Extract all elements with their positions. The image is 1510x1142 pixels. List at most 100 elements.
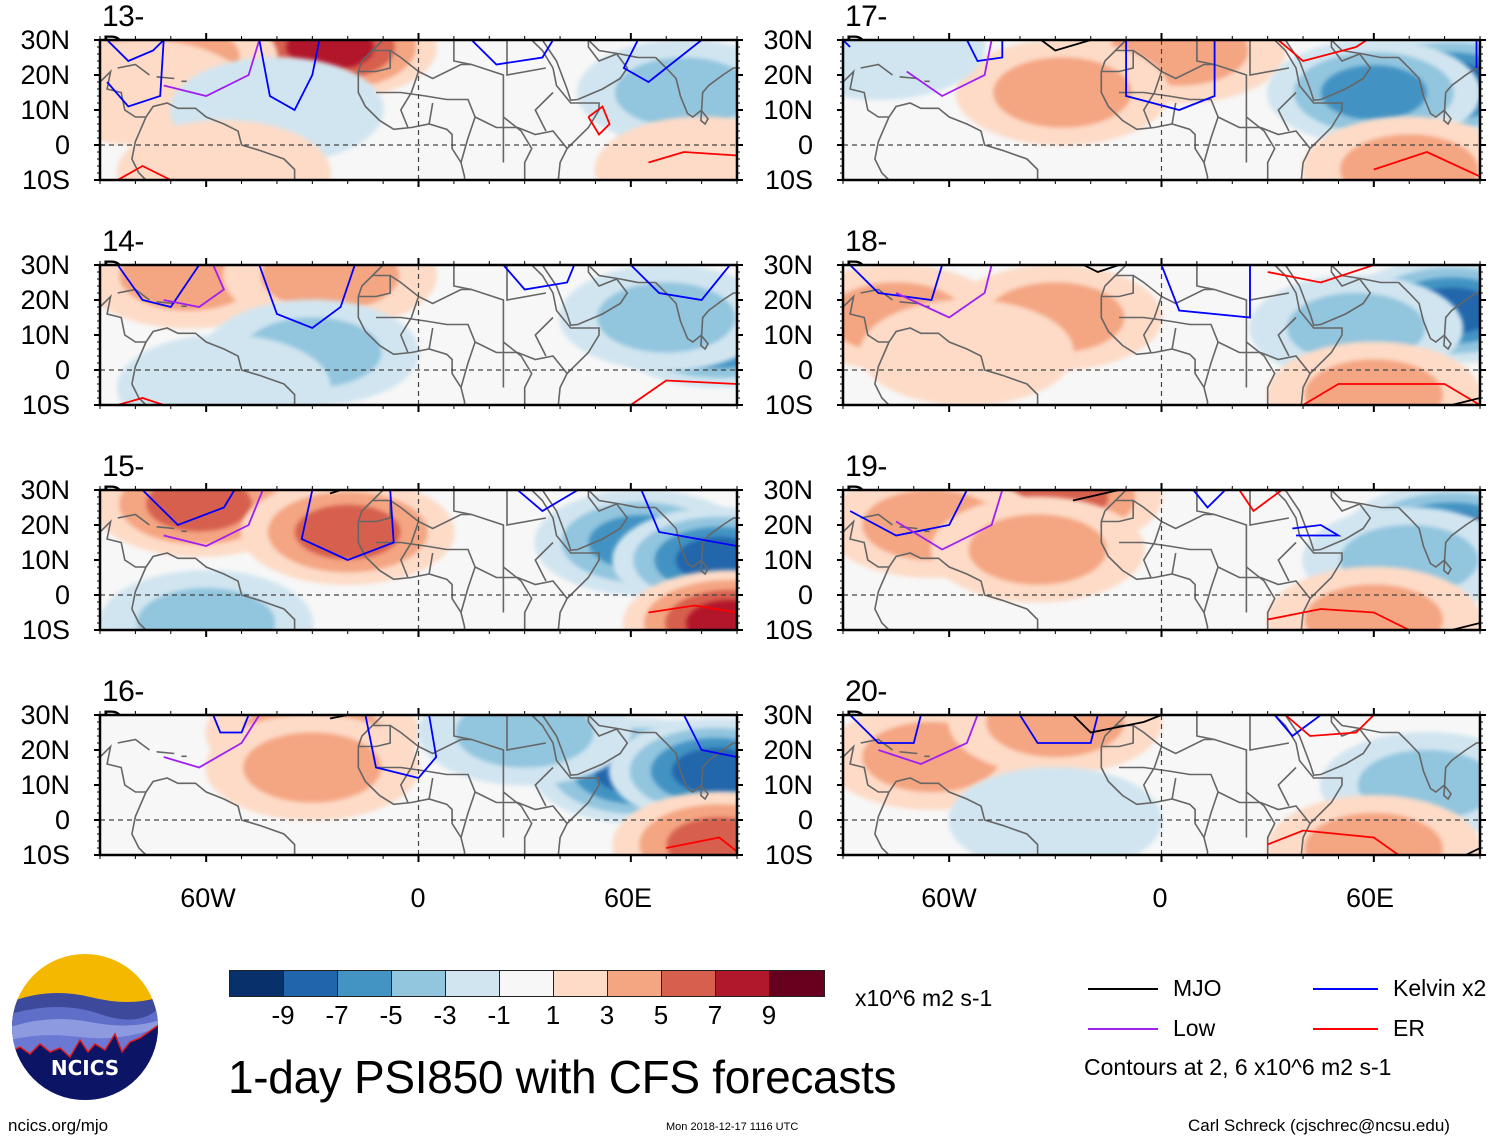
lat-label: 30N xyxy=(20,475,70,505)
contour-low xyxy=(163,490,264,547)
colorbar-tick-label: -9 xyxy=(271,1000,295,1030)
contour-er xyxy=(648,604,737,614)
contour-kelvin xyxy=(630,265,731,301)
anomaly-region xyxy=(1304,813,1443,855)
coastline xyxy=(1330,715,1399,734)
coastline xyxy=(100,69,146,118)
site-url[interactable]: ncics.org/mjo xyxy=(8,1116,109,1135)
coastline xyxy=(700,335,709,351)
coastline xyxy=(358,499,392,523)
coastline xyxy=(1330,490,1399,509)
contours-note: Contours at 2, 6 x10^6 m2 s-1 xyxy=(1084,1054,1392,1080)
lon-label-60e-left: 60E xyxy=(603,883,653,913)
coastline xyxy=(1335,637,1339,648)
contour-er xyxy=(630,379,737,405)
coastline xyxy=(860,513,893,526)
coastline xyxy=(592,412,596,423)
coastline xyxy=(1196,715,1215,741)
lat-label: 20N xyxy=(20,60,70,90)
lat-label: 30N xyxy=(763,250,813,280)
colorbar-swatch xyxy=(500,971,554,996)
legend-kelvin: Kelvin x2 xyxy=(1313,975,1486,1002)
coastline xyxy=(1100,40,1127,72)
lat-label: 0 xyxy=(54,805,70,835)
colorbar-units: x10^6 m2 s-1 xyxy=(855,985,993,1011)
coastline xyxy=(357,265,384,297)
coastline xyxy=(860,288,893,301)
anomaly-region xyxy=(137,588,276,630)
anomaly-region xyxy=(594,116,737,180)
coastline xyxy=(1277,316,1297,357)
contour-low xyxy=(895,265,993,319)
anomaly-region xyxy=(116,334,331,405)
coastline xyxy=(399,746,420,803)
coastline xyxy=(1196,40,1215,66)
lat-label: 10S xyxy=(764,615,813,645)
contour-kelvin xyxy=(106,40,165,63)
lat-label: 10N xyxy=(20,320,70,350)
coastline xyxy=(655,731,737,793)
coastline xyxy=(145,777,296,855)
anomaly-region xyxy=(116,120,331,180)
legend-line-er xyxy=(1313,1027,1378,1030)
coastline xyxy=(899,751,918,755)
contour-kelvin xyxy=(683,715,737,758)
colorbar-swatch xyxy=(230,971,284,996)
coastline xyxy=(1284,40,1372,102)
lat-label: 10N xyxy=(763,770,813,800)
lat-label: 20N xyxy=(20,510,70,540)
legend-line-low xyxy=(1088,1027,1158,1030)
contour-kelvin xyxy=(966,40,1004,62)
colorbar-swatch xyxy=(446,971,500,996)
coastline xyxy=(1277,541,1297,582)
coastline xyxy=(899,526,918,530)
contour-kelvin xyxy=(849,715,922,744)
lon-label-0-right: 0 xyxy=(1152,883,1168,913)
coastline xyxy=(592,862,596,873)
contour-er xyxy=(1267,608,1410,630)
coastline xyxy=(1330,40,1399,59)
contour-kelvin xyxy=(1192,490,1226,509)
coastline xyxy=(655,56,737,118)
coastline xyxy=(1443,560,1452,576)
coastline xyxy=(700,560,709,576)
lat-label: 20N xyxy=(20,735,70,765)
lon-label-60e-right: 60E xyxy=(1345,883,1395,913)
coastline xyxy=(1171,552,1177,575)
coastline xyxy=(1196,490,1215,516)
coastline xyxy=(1100,746,1209,855)
coastline xyxy=(389,724,505,838)
colorbar-swatch xyxy=(338,971,392,996)
coastline xyxy=(1142,296,1163,353)
coastline xyxy=(874,566,890,630)
lat-label: 20N xyxy=(763,60,813,90)
contour-er xyxy=(1267,265,1375,284)
anomaly-region xyxy=(859,299,1074,405)
coastline xyxy=(460,116,476,163)
anomaly-region xyxy=(1304,584,1443,630)
coastline xyxy=(531,715,600,855)
coastline xyxy=(117,738,150,751)
coastline xyxy=(357,71,466,180)
coastline xyxy=(145,552,296,630)
anomaly-region xyxy=(1321,65,1427,120)
contour-er xyxy=(1302,383,1480,405)
coastline xyxy=(541,715,629,777)
lat-label: 10N xyxy=(20,545,70,575)
coastline xyxy=(383,490,385,491)
coastline xyxy=(888,777,1039,855)
coastline xyxy=(1274,715,1343,855)
coastline xyxy=(655,281,737,343)
coastline xyxy=(117,63,150,76)
coastline xyxy=(1398,281,1480,343)
lat-label: 30N xyxy=(20,250,70,280)
coastline xyxy=(428,327,434,350)
coastline xyxy=(1330,265,1399,284)
anomaly-region xyxy=(261,265,400,311)
coastline xyxy=(843,519,889,568)
lat-label: 0 xyxy=(54,130,70,160)
contour-er xyxy=(587,105,611,136)
coastline xyxy=(587,40,656,59)
anomaly-region xyxy=(843,40,986,100)
lat-label: 30N xyxy=(763,475,813,505)
